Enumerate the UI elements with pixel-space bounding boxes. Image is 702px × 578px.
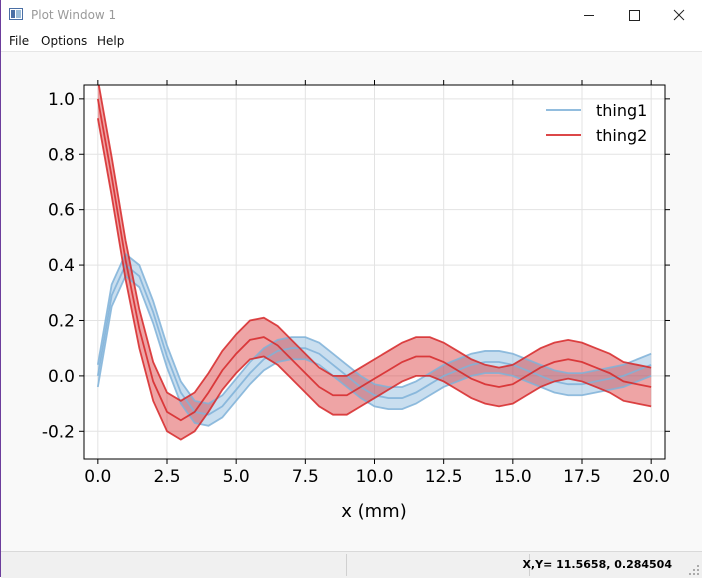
legend-label-thing2: thing2 [596, 126, 647, 145]
series-lines [96, 85, 652, 441]
menu-file[interactable]: File [9, 34, 30, 48]
x-tick-label: 5.0 [223, 467, 250, 487]
series-line-thing2 [96, 98, 652, 422]
series-band-edge-thing2 [96, 118, 652, 441]
legend-label-thing1: thing1 [596, 101, 647, 120]
close-icon[interactable] [656, 0, 702, 31]
series-band-thing2 [97, 85, 652, 440]
cursor-coordinates: X,Y= 11.5658, 0.284504 [522, 558, 672, 571]
x-tick-label: 15.0 [494, 467, 532, 487]
plot-window-icon [9, 8, 23, 20]
legend: thing1 thing2 [546, 101, 647, 145]
window-title: Plot Window 1 [31, 8, 117, 22]
y-tick-label: 0.0 [48, 367, 75, 387]
y-tick-label: 1.0 [48, 90, 75, 110]
x-tick-label: 0.0 [84, 467, 111, 487]
series-line-thing1 [96, 263, 652, 416]
y-tick-label: -0.2 [42, 422, 75, 442]
grid [84, 85, 665, 459]
y-tick-label: 0.2 [48, 311, 75, 331]
menu-bar: File Options Help [1, 31, 702, 52]
chart[interactable]: 0.0 2.5 5.0 7.5 10.0 12.5 15.0 17.5 20.0 -0.2 0.0 0… [1, 52, 702, 550]
y-tick-label: 0.8 [48, 145, 75, 165]
x-tick-label: 20.0 [632, 467, 670, 487]
series-band-thing1 [97, 253, 652, 426]
maximize-icon[interactable] [611, 0, 657, 31]
menu-options[interactable]: Options [41, 34, 88, 48]
x-tick-label: 12.5 [425, 467, 463, 487]
plot-area[interactable]: 0.0 2.5 5.0 7.5 10.0 12.5 15.0 17.5 20.0 -0.2 0.0 0… [1, 52, 702, 550]
x-tick-label: 10.0 [356, 467, 394, 487]
resize-grip-icon[interactable] [688, 564, 700, 576]
series-bands [97, 85, 652, 440]
x-tick-label: 17.5 [563, 467, 601, 487]
x-tick-label: 2.5 [153, 467, 180, 487]
y-tick-label: 0.4 [48, 256, 75, 276]
status-separator [346, 554, 347, 576]
status-separator [529, 554, 530, 576]
x-axis-label: x (mm) [341, 501, 407, 522]
axis-tick-labels: 0.0 2.5 5.0 7.5 10.0 12.5 15.0 17.5 20.0 -0.2 0.0 0… [42, 90, 670, 487]
series-band-edge-thing1 [96, 274, 652, 427]
title-bar[interactable]: Plot Window 1 [1, 0, 702, 31]
minimize-icon[interactable] [566, 0, 612, 31]
y-tick-label: 0.6 [48, 201, 75, 221]
status-bar: X,Y= 11.5658, 0.284504 [1, 551, 702, 578]
series-band-edge-thing2 [97, 85, 652, 402]
menu-help[interactable]: Help [97, 34, 125, 48]
axis-ticks [79, 80, 670, 464]
x-tick-label: 7.5 [292, 467, 319, 487]
